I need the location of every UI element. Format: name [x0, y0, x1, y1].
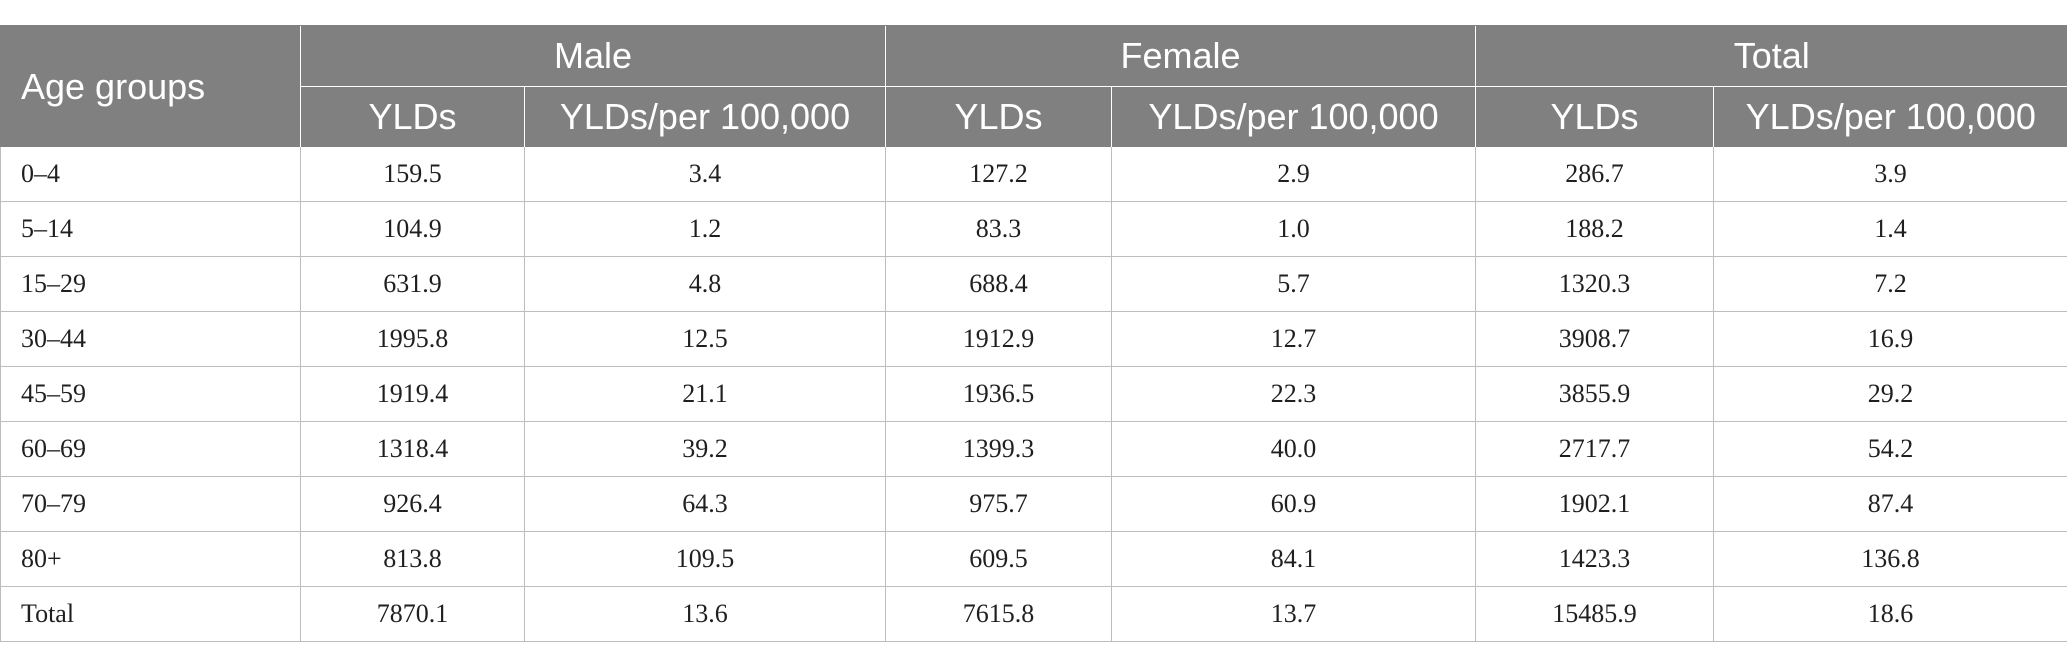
male-ylds-cell: 926.4: [300, 476, 525, 532]
age-group-cell: 70–79: [0, 476, 301, 532]
total-rate-cell: 87.4: [1713, 476, 2067, 532]
male-ylds-cell: 631.9: [300, 256, 525, 312]
male-rate-cell: 21.1: [524, 366, 886, 422]
header-row-subcolumns: YLDs YLDs/per 100,000 YLDs YLDs/per 100,…: [1, 86, 2067, 147]
total-ylds-cell: 3855.9: [1475, 366, 1714, 422]
total-ylds-header: YLDs: [1475, 86, 1714, 147]
table-row: 5–14 104.9 1.2 83.3 1.0 188.2 1.4: [0, 201, 2067, 257]
table-row: Total 7870.1 13.6 7615.8 13.7 15485.9 18.6: [0, 586, 2067, 642]
total-rate-cell: 136.8: [1713, 531, 2067, 587]
female-ylds-cell: 1399.3: [885, 421, 1112, 477]
table-row: 45–59 1919.4 21.1 1936.5 22.3 3855.9 29.2: [0, 366, 2067, 422]
male-ylds-cell: 1919.4: [300, 366, 525, 422]
total-ylds-cell: 1902.1: [1475, 476, 1714, 532]
male-ylds-cell: 1318.4: [300, 421, 525, 477]
age-group-cell: 15–29: [0, 256, 301, 312]
female-ylds-cell: 127.2: [885, 147, 1112, 202]
male-group-header: Male: [300, 25, 886, 87]
female-ylds-cell: 1936.5: [885, 366, 1112, 422]
total-rate-cell: 3.9: [1713, 147, 2067, 202]
female-rate-cell: 22.3: [1110, 366, 1476, 422]
male-rate-cell: 13.6: [524, 586, 886, 642]
table-row: 70–79 926.4 64.3 975.7 60.9 1902.1 87.4: [0, 476, 2067, 532]
total-rate-cell: 16.9: [1713, 311, 2067, 367]
total-ylds-cell: 188.2: [1475, 201, 1714, 257]
female-rate-cell: 40.0: [1110, 421, 1476, 477]
total-ylds-cell: 15485.9: [1475, 586, 1714, 642]
male-ylds-cell: 1995.8: [300, 311, 525, 367]
table-row: 60–69 1318.4 39.2 1399.3 40.0 2717.7 54.2: [0, 421, 2067, 477]
female-rate-cell: 60.9: [1110, 476, 1476, 532]
female-rate-cell: 2.9: [1110, 147, 1476, 202]
male-rate-header: YLDs/per 100,000: [524, 86, 886, 147]
male-rate-cell: 1.2: [524, 201, 886, 257]
female-ylds-cell: 609.5: [885, 531, 1112, 587]
yld-table: Age groups Male Female Total YLDs YLDs/p…: [0, 25, 2067, 642]
total-rate-cell: 54.2: [1713, 421, 2067, 477]
female-rate-cell: 12.7: [1110, 311, 1476, 367]
total-ylds-cell: 2717.7: [1475, 421, 1714, 477]
table-body: 0–4 159.5 3.4 127.2 2.9 286.7 3.9 5–14 104.9 1.2 8…: [0, 147, 2067, 642]
male-rate-cell: 3.4: [524, 147, 886, 202]
male-rate-cell: 64.3: [524, 476, 886, 532]
total-rate-cell: 29.2: [1713, 366, 2067, 422]
male-rate-cell: 39.2: [524, 421, 886, 477]
total-rate-cell: 7.2: [1713, 256, 2067, 312]
age-group-cell: 0–4: [0, 147, 301, 202]
male-rate-cell: 4.8: [524, 256, 886, 312]
age-group-cell: 60–69: [0, 421, 301, 477]
total-rate-cell: 1.4: [1713, 201, 2067, 257]
header-row-groups: Age groups Male Female Total: [0, 25, 2067, 147]
female-ylds-cell: 975.7: [885, 476, 1112, 532]
female-rate-cell: 13.7: [1110, 586, 1476, 642]
female-rate-header: YLDs/per 100,000: [1110, 86, 1476, 147]
male-ylds-cell: 7870.1: [300, 586, 525, 642]
female-ylds-cell: 7615.8: [885, 586, 1112, 642]
female-rate-cell: 84.1: [1110, 531, 1476, 587]
male-ylds-cell: 813.8: [300, 531, 525, 587]
male-ylds-header: YLDs: [300, 86, 525, 147]
table-row: 0–4 159.5 3.4 127.2 2.9 286.7 3.9: [0, 147, 2067, 202]
total-ylds-cell: 3908.7: [1475, 311, 1714, 367]
male-ylds-cell: 104.9: [300, 201, 525, 257]
female-rate-cell: 5.7: [1110, 256, 1476, 312]
age-group-cell: 5–14: [0, 201, 301, 257]
total-ylds-cell: 286.7: [1475, 147, 1714, 202]
yld-table-container: Age groups Male Female Total YLDs YLDs/p…: [0, 25, 2067, 642]
male-ylds-cell: 159.5: [300, 147, 525, 202]
total-ylds-cell: 1423.3: [1475, 531, 1714, 587]
age-group-cell: 45–59: [0, 366, 301, 422]
table-row: 15–29 631.9 4.8 688.4 5.7 1320.3 7.2: [0, 256, 2067, 312]
table-row: 30–44 1995.8 12.5 1912.9 12.7 3908.7 16.9: [0, 311, 2067, 367]
female-ylds-cell: 688.4: [885, 256, 1112, 312]
table-row: 80+ 813.8 109.5 609.5 84.1 1423.3 136.8: [0, 531, 2067, 587]
total-group-header: Total: [1475, 25, 2067, 87]
age-groups-header: Age groups: [0, 25, 301, 147]
female-rate-cell: 1.0: [1110, 201, 1476, 257]
female-ylds-cell: 83.3: [885, 201, 1112, 257]
table-header: Age groups Male Female Total YLDs YLDs/p…: [0, 25, 2067, 147]
male-rate-cell: 109.5: [524, 531, 886, 587]
age-group-cell: 30–44: [0, 311, 301, 367]
total-rate-header: YLDs/per 100,000: [1713, 86, 2067, 147]
female-group-header: Female: [884, 25, 1476, 87]
female-ylds-header: YLDs: [885, 86, 1112, 147]
total-ylds-cell: 1320.3: [1475, 256, 1714, 312]
age-group-cell: Total: [0, 586, 301, 642]
age-group-cell: 80+: [0, 531, 301, 587]
total-rate-cell: 18.6: [1713, 586, 2067, 642]
male-rate-cell: 12.5: [524, 311, 886, 367]
female-ylds-cell: 1912.9: [885, 311, 1112, 367]
